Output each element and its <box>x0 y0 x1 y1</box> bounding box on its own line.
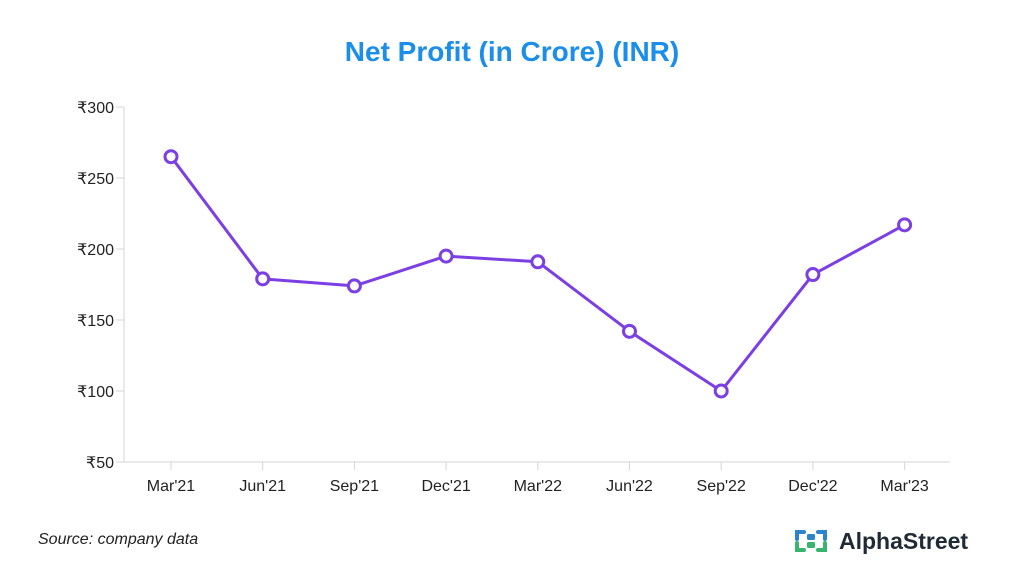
y-tick-label: ₹100 <box>77 384 114 401</box>
alphastreet-logo-icon <box>795 530 827 552</box>
y-tick-label: ₹250 <box>77 171 114 188</box>
x-tick-label: Sep'21 <box>330 478 379 495</box>
x-tick-label: Mar'22 <box>514 478 563 495</box>
y-tick-label: ₹150 <box>77 313 114 330</box>
chart-title: Net Profit (in Crore) (INR) <box>344 36 680 67</box>
x-tick-label: Sep'22 <box>697 478 746 495</box>
series-net-profit <box>163 149 913 399</box>
x-tick-label: Dec'21 <box>421 478 470 495</box>
x-tick-label: Mar'21 <box>147 478 196 495</box>
y-tick-label: ₹200 <box>77 242 114 259</box>
x-tick-label: Jun'22 <box>606 478 653 495</box>
y-tick-label: ₹50 <box>86 455 114 472</box>
data-point <box>438 248 454 264</box>
data-point <box>163 149 179 165</box>
x-axis: Mar'21 Jun'21 Sep'21 Dec'21 Mar'22 Jun'22 Sep'… <box>124 461 950 495</box>
data-point <box>255 271 271 287</box>
x-tick-label: Jun'21 <box>239 478 286 495</box>
y-axis: ₹50 ₹100 ₹150 ₹200 ₹250 ₹300 <box>77 100 125 472</box>
brand-name: AlphaStreet <box>839 527 969 554</box>
x-tick-label: Mar'23 <box>880 478 929 495</box>
y-tick-label: ₹300 <box>77 100 114 117</box>
data-point <box>713 383 729 399</box>
data-point <box>530 254 546 270</box>
data-point <box>897 217 913 233</box>
x-tick-label: Dec'22 <box>788 478 837 495</box>
data-point <box>346 278 362 294</box>
series-line <box>169 155 906 393</box>
brand-logo: AlphaStreet <box>793 526 968 556</box>
data-point <box>622 323 637 339</box>
source-note: Source: company data <box>38 531 199 548</box>
data-point <box>805 267 821 283</box>
